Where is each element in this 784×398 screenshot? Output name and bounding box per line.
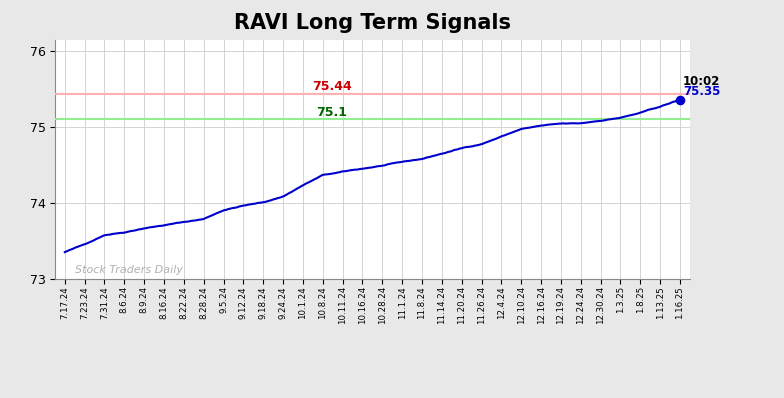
Text: 75.35: 75.35	[683, 85, 720, 98]
Point	[673, 97, 686, 103]
Text: Stock Traders Daily: Stock Traders Daily	[74, 265, 183, 275]
Text: 75.44: 75.44	[312, 80, 351, 93]
Text: 10:02: 10:02	[683, 74, 720, 88]
Text: 75.1: 75.1	[316, 105, 347, 119]
Title: RAVI Long Term Signals: RAVI Long Term Signals	[234, 13, 511, 33]
